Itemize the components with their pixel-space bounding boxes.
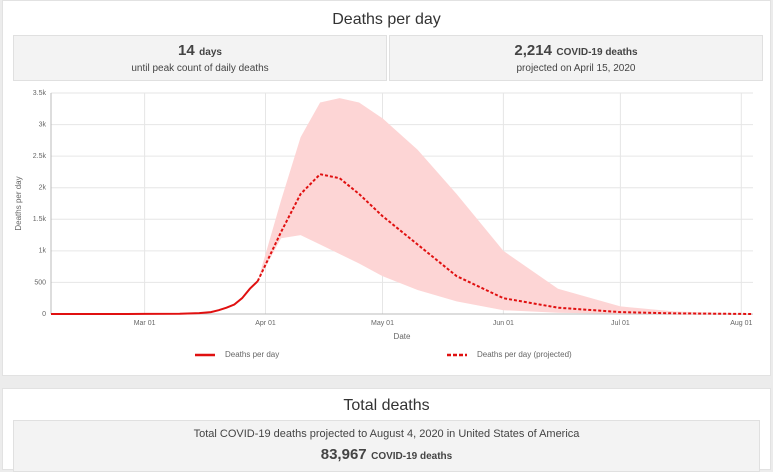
deaths-card: Deaths per day 14 days until peak count … <box>2 0 771 376</box>
y-tick-label: 2k <box>39 185 47 192</box>
y-tick-label: 0 <box>42 311 46 318</box>
y-tick-label: 500 <box>34 279 46 286</box>
stat-box: 14 days until peak count of daily deaths <box>13 35 387 81</box>
x-tick-label: May 01 <box>371 320 394 327</box>
x-tick-label: Jun 01 <box>493 320 514 327</box>
x-tick-label: Apr 01 <box>255 320 276 327</box>
x-axis-label: Date <box>394 332 411 341</box>
total-caption: Total COVID-19 deaths projected to Augus… <box>193 428 580 440</box>
series-line <box>51 280 259 315</box>
stat-value: 14 <box>178 42 195 59</box>
y-tick-label: 3k <box>39 121 47 128</box>
total-unit: COVID-19 deaths <box>371 451 453 462</box>
total-value: 83,967 <box>320 446 367 463</box>
card-title: Total deaths <box>343 397 430 414</box>
x-tick-label: Jul 01 <box>611 320 630 327</box>
stat-unit: days <box>199 47 222 58</box>
stat-unit: COVID-19 deaths <box>556 47 638 58</box>
y-tick-label: 1.5k <box>33 216 47 223</box>
stat-box: 2,214 COVID-19 deaths projected on April… <box>389 35 763 81</box>
total-box: Total COVID-19 deaths projected to Augus… <box>13 420 760 472</box>
legend-label: Deaths per day <box>225 350 279 359</box>
y-tick-label: 3.5k <box>33 90 47 97</box>
stat-caption: projected on April 15, 2020 <box>516 63 636 74</box>
card-title: Deaths per day <box>332 11 441 28</box>
y-tick-label: 2.5k <box>33 153 47 160</box>
x-tick-label: Mar 01 <box>134 320 156 327</box>
total-card: Total deaths Total COVID-19 deaths proje… <box>2 388 771 472</box>
chart: 0 500 1k 1.5k 2k 2.5k 3k 3.5k Mar 01 Apr 01 May 01… <box>14 90 754 359</box>
stat-value: 2,214 <box>514 42 552 59</box>
series-line <box>256 173 754 315</box>
confidence-band <box>257 98 753 314</box>
y-tick-label: 1k <box>39 248 47 255</box>
legend-label: Deaths per day (projected) <box>477 350 572 359</box>
y-axis-label: Deaths per day <box>14 176 23 230</box>
stat-caption: until peak count of daily deaths <box>131 63 269 74</box>
x-tick-label: Aug 01 <box>730 320 752 327</box>
